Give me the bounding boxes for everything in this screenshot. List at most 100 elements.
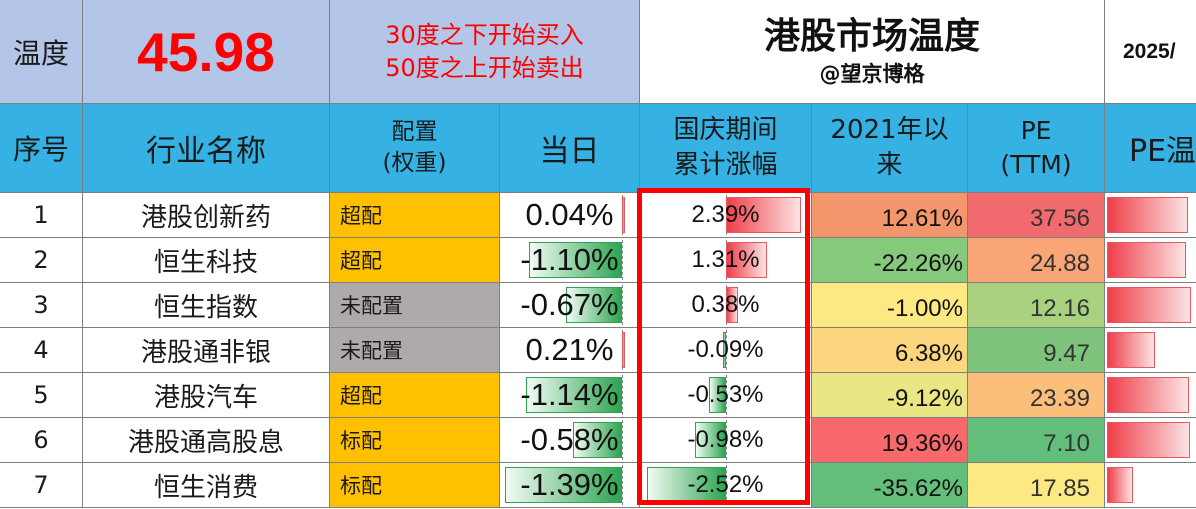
row-since-2021: 19.36% [812, 418, 968, 463]
row-industry: 恒生指数 [83, 283, 330, 328]
row-seq-text: 6 [33, 426, 49, 454]
row-seq: 5 [0, 373, 83, 418]
row-industry: 港股通非银 [83, 328, 330, 373]
pe-ttm-value: 23.39 [1029, 385, 1090, 412]
row-industry: 恒生消费 [83, 463, 330, 508]
row-allocation: 未配置 [330, 283, 500, 328]
row-industry: 港股通高股息 [83, 418, 330, 463]
since-2021-value: 6.38% [894, 340, 963, 367]
holiday-change-value: 2.39% [691, 201, 760, 228]
databar-axis [726, 375, 727, 415]
row-allocation: 超配 [330, 193, 500, 238]
pe-ttm-value: 9.47 [1043, 340, 1090, 367]
col-header-holiday: 国庆期间 累计涨幅 [640, 104, 812, 193]
row-pe-temp [1105, 463, 1196, 508]
col-header-industry: 行业名称 [83, 104, 330, 193]
row-since-2021: -22.26% [812, 238, 968, 283]
databar [709, 377, 726, 413]
databar [565, 287, 622, 323]
databar [573, 422, 622, 458]
industry-name: 恒生消费 [153, 472, 258, 503]
databar-axis [622, 375, 623, 415]
temp-label-cell: 温度 [0, 0, 83, 104]
row-pe-temp [1105, 283, 1196, 328]
pe-ttm-value: 17.85 [1029, 475, 1090, 502]
row-pe-ttm: 24.88 [968, 238, 1105, 283]
holiday-change-value: 0.38% [691, 291, 760, 318]
since-2021-value: -35.62% [873, 475, 963, 502]
databar [525, 377, 622, 413]
row-seq: 3 [0, 283, 83, 328]
row-holiday-change: -0.09% [640, 328, 812, 373]
day-change-value: -1.10% [520, 242, 619, 277]
col-header-day: 当日 [500, 104, 640, 193]
date-cell: 2025/ [1105, 0, 1196, 104]
row-since-2021: -35.62% [812, 463, 968, 508]
report-date: 2025/ [1123, 39, 1176, 63]
row-since-2021: -9.12% [812, 373, 968, 418]
row-since-2021: -1.00% [812, 283, 968, 328]
industry-name: 恒生指数 [153, 292, 258, 323]
allocation-label: 超配 [340, 204, 382, 228]
row-day-change: 0.21% [500, 328, 640, 373]
holiday-change-value: -0.53% [687, 381, 764, 408]
row-holiday-change: -0.98% [640, 418, 812, 463]
row-holiday-change: -0.53% [640, 373, 812, 418]
pe-ttm-value: 24.88 [1029, 250, 1090, 277]
databar-axis [622, 465, 623, 505]
industry-name: 港股通非银 [140, 337, 271, 368]
row-since-2021: 6.38% [812, 328, 968, 373]
row-seq-text: 7 [33, 471, 49, 499]
pe-ttm-value: 37.56 [1029, 205, 1090, 232]
databar-axis [726, 465, 727, 505]
databar-axis [622, 420, 623, 460]
industry-name: 港股汽车 [153, 382, 258, 413]
day-change-value: -0.58% [520, 422, 619, 457]
col-header-allocation: 配置 (权重) [330, 104, 500, 193]
row-seq: 4 [0, 328, 83, 373]
col-header-since-2021: 2021年以 来 [812, 104, 968, 193]
allocation-label: 未配置 [340, 339, 403, 363]
databar [529, 242, 622, 278]
row-day-change: -0.67% [500, 283, 640, 328]
row-day-change: 0.04% [500, 193, 640, 238]
since-2021-value: -9.12% [886, 385, 963, 412]
row-allocation: 标配 [330, 463, 500, 508]
row-day-change: -1.10% [500, 238, 640, 283]
allocation-label: 未配置 [340, 294, 403, 318]
row-pe-temp [1105, 418, 1196, 463]
row-holiday-change: 0.38% [640, 283, 812, 328]
day-change-value: -1.14% [520, 377, 619, 412]
row-day-change: -0.58% [500, 418, 640, 463]
trade-rule-cell: 30度之下开始买入 50度之上开始卖出 [330, 0, 640, 104]
row-allocation: 超配 [330, 238, 500, 283]
databar [723, 332, 727, 368]
day-change-value: -0.67% [520, 287, 619, 322]
row-seq: 7 [0, 463, 83, 508]
day-change-value: 0.21% [525, 332, 614, 367]
row-pe-ttm: 23.39 [968, 373, 1105, 418]
row-since-2021: 12.61% [812, 193, 968, 238]
databar [622, 197, 625, 233]
author-handle: @望京博格 [819, 62, 925, 87]
databar-axis [726, 330, 727, 370]
pe-temp-databar [1107, 197, 1188, 233]
col-header-seq: 序号 [0, 104, 83, 193]
databar [726, 197, 802, 233]
databar [504, 467, 622, 503]
temp-label: 温度 [12, 36, 69, 70]
row-industry: 港股汽车 [83, 373, 330, 418]
since-2021-value: -1.00% [886, 295, 963, 322]
holiday-change-value: -0.09% [687, 336, 764, 363]
row-seq-text: 2 [33, 246, 49, 274]
title-cell: 港股市场温度 @望京博格 [640, 0, 1105, 104]
row-holiday-change: -2.52% [640, 463, 812, 508]
page-title: 港股市场温度 [763, 15, 980, 57]
holiday-change-value: -0.98% [687, 426, 764, 453]
databar [646, 467, 726, 503]
row-holiday-change: 1.31% [640, 238, 812, 283]
temp-value: 45.98 [137, 20, 275, 83]
row-pe-ttm: 9.47 [968, 328, 1105, 373]
row-holiday-change: 2.39% [640, 193, 812, 238]
